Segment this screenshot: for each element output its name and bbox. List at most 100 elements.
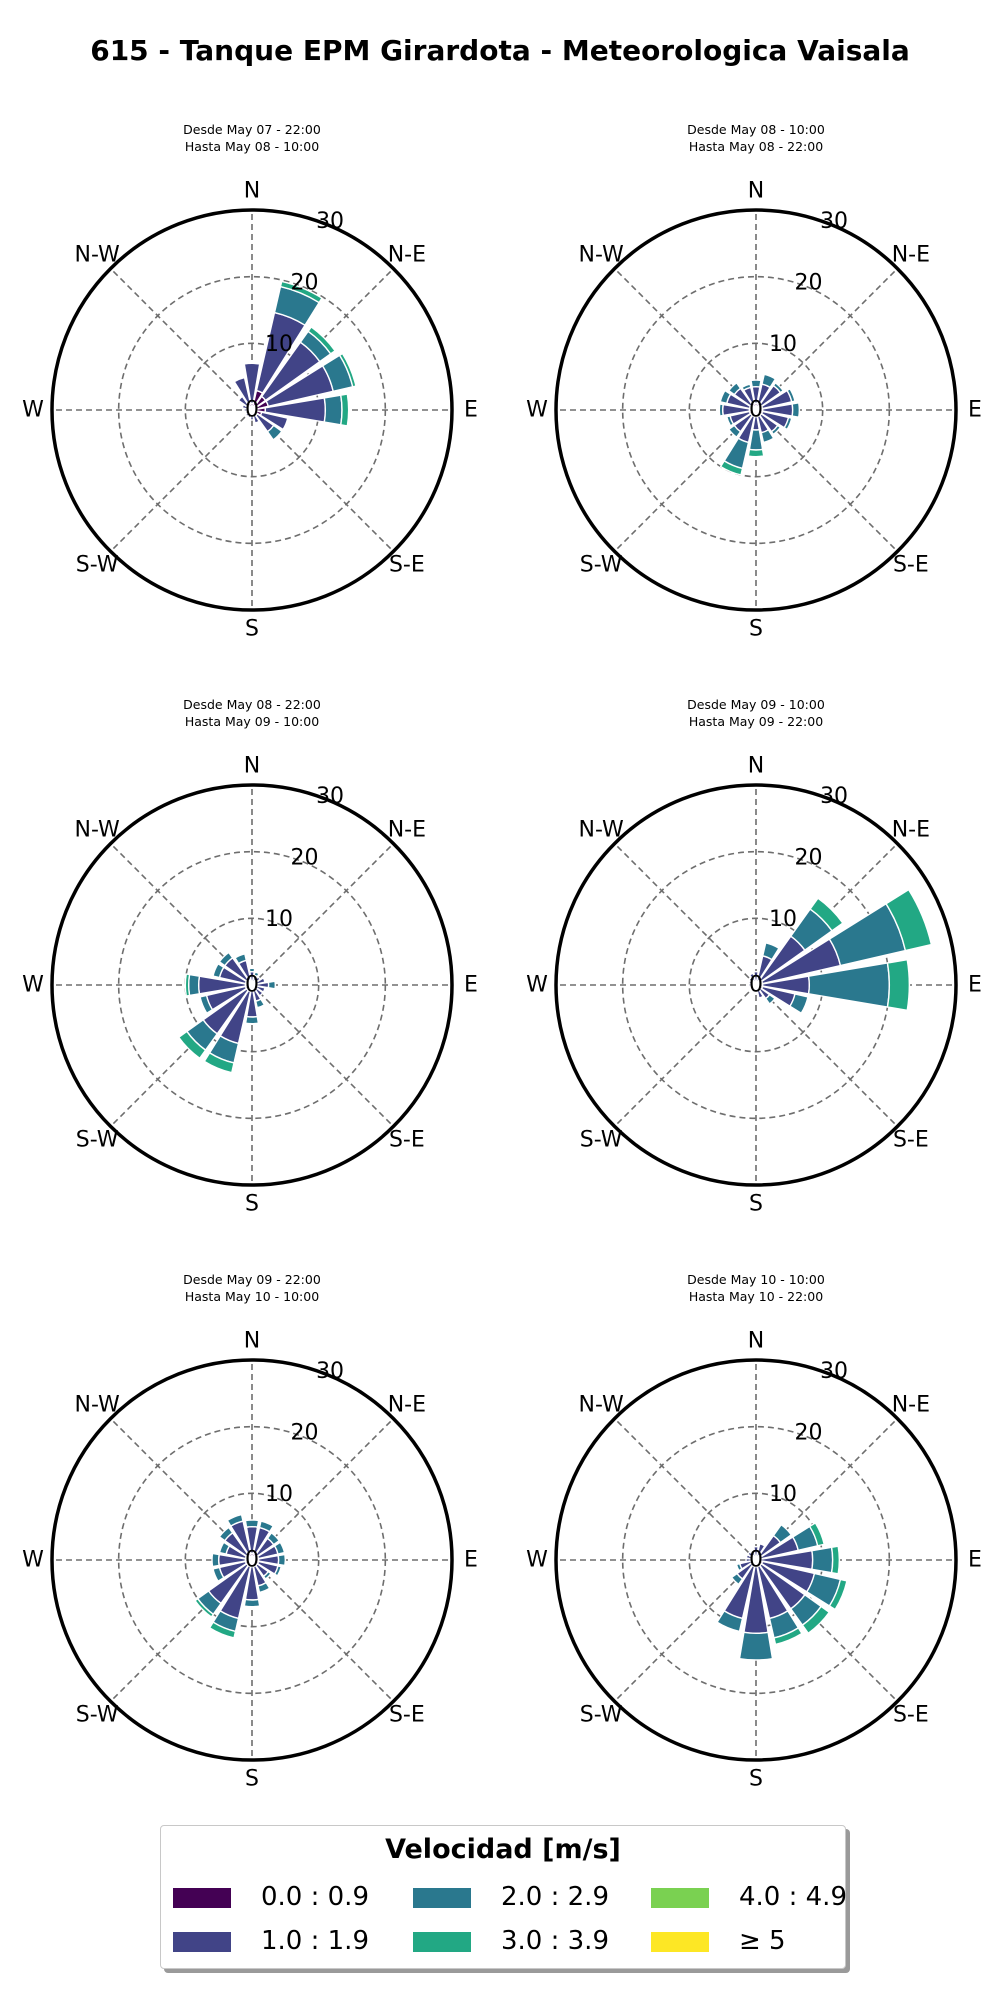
angular-grid-line bbox=[614, 1418, 757, 1561]
radial-tick-label: 10 bbox=[769, 907, 797, 932]
radial-grid-ring bbox=[184, 917, 320, 1053]
direction-label: N-W bbox=[75, 818, 121, 843]
direction-label: S-E bbox=[389, 1127, 425, 1152]
bar-segment bbox=[760, 428, 775, 444]
radial-tick-label: 10 bbox=[265, 332, 293, 357]
direction-label: N-W bbox=[75, 1393, 121, 1418]
windrose-panel-3: N N-E E S-E S S-W W N-W 0 10 20 30 bbox=[22, 754, 478, 1217]
angular-grid-line bbox=[755, 984, 898, 1127]
bar-segment bbox=[259, 411, 289, 431]
bar-segment bbox=[279, 280, 323, 304]
panel-subtitle-5-to: Hasta May 10 - 10:00 bbox=[184, 1289, 320, 1304]
radial-tick-label: 0 bbox=[245, 973, 259, 998]
direction-label: N-W bbox=[579, 818, 625, 843]
bar-segment bbox=[211, 1552, 220, 1568]
panel-subtitle-1-to: Hasta May 08 - 10:00 bbox=[184, 139, 320, 154]
angular-grid-line bbox=[110, 409, 253, 552]
direction-label: N bbox=[244, 754, 260, 779]
bar-segment bbox=[339, 393, 350, 427]
windrose-panel-5: N N-E E S-E S S-W W N-W 0 10 20 30 bbox=[22, 1329, 478, 1792]
bar-segment bbox=[718, 403, 724, 417]
panel-subtitle-4: Desde May 09 - 10:00 Hasta May 09 - 22:0… bbox=[606, 696, 906, 730]
direction-label: S-W bbox=[580, 1702, 623, 1727]
panel-subtitle-2-to: Hasta May 08 - 22:00 bbox=[688, 139, 824, 154]
radial-tick-label: 0 bbox=[749, 398, 763, 423]
angular-grid-line bbox=[614, 1559, 757, 1702]
bar-segment bbox=[719, 459, 744, 476]
bar-segment bbox=[809, 897, 844, 932]
windrose-panel-1: N N-E E S-E S S-W W N-W 0 10 20 30 bbox=[22, 179, 478, 642]
direction-label: S-W bbox=[76, 552, 119, 577]
direction-label: W bbox=[22, 398, 44, 423]
polar-frame bbox=[554, 783, 958, 1187]
bar-segment bbox=[218, 1541, 231, 1555]
panel-subtitle-6: Desde May 10 - 10:00 Hasta May 10 - 22:0… bbox=[606, 1271, 906, 1305]
bar-segment bbox=[266, 1531, 281, 1546]
bar-segment bbox=[244, 1519, 260, 1528]
panel-subtitle-2: Desde May 08 - 10:00 Hasta May 08 - 22:0… bbox=[606, 121, 906, 155]
bar-segment bbox=[788, 993, 809, 1015]
bar-segment bbox=[212, 962, 225, 979]
bar-segment bbox=[212, 1566, 225, 1583]
direction-label: N-W bbox=[579, 243, 625, 268]
direction-label: S bbox=[245, 1767, 259, 1792]
angular-grid-line bbox=[755, 409, 898, 552]
bar-segment bbox=[830, 1545, 841, 1575]
direction-label: S-W bbox=[580, 552, 623, 577]
bar-segment bbox=[266, 424, 283, 441]
windrose-panel-6: N N-E E S-E S S-W W N-W 0 10 20 30 bbox=[526, 1329, 982, 1792]
angular-grid-line bbox=[251, 984, 394, 1127]
direction-label: N-E bbox=[388, 818, 426, 843]
direction-label: N-W bbox=[75, 243, 121, 268]
bar-segment bbox=[770, 424, 782, 436]
direction-label: W bbox=[22, 973, 44, 998]
bar-segment bbox=[791, 402, 801, 418]
radial-tick-label: 30 bbox=[316, 784, 344, 809]
polar-frame bbox=[554, 208, 958, 612]
direction-label: N bbox=[748, 1329, 764, 1354]
radial-tick-label: 0 bbox=[245, 398, 259, 423]
radial-tick-label: 20 bbox=[795, 1421, 823, 1446]
bar-segment bbox=[747, 448, 765, 458]
bar-segment bbox=[262, 1570, 272, 1580]
bar-segment bbox=[338, 352, 357, 388]
figure-title: 615 - Tanque EPM Girardota - Meteorologi… bbox=[90, 34, 910, 67]
bar-segment bbox=[786, 387, 796, 403]
direction-label: N-E bbox=[892, 818, 930, 843]
bar-segment bbox=[243, 362, 261, 405]
bar-segment bbox=[750, 379, 762, 388]
direction-label: E bbox=[464, 398, 478, 423]
bar-segment bbox=[783, 416, 793, 431]
bar-segment bbox=[738, 1631, 774, 1661]
angular-grid-line bbox=[614, 984, 757, 1127]
panel-subtitle-6-to: Hasta May 10 - 22:00 bbox=[688, 1289, 824, 1304]
legend-label-3: 3.0 : 3.9 bbox=[501, 1926, 609, 1956]
polar-frame bbox=[50, 1358, 454, 1762]
bar-segment bbox=[258, 1520, 275, 1533]
bar-segment bbox=[885, 888, 933, 952]
direction-label: S bbox=[749, 1767, 763, 1792]
legend-swatch-5 bbox=[651, 1932, 709, 1952]
bar-segment bbox=[716, 1609, 744, 1633]
bar-segment bbox=[253, 976, 266, 986]
bar-segment bbox=[307, 325, 337, 355]
radial-tick-label: 20 bbox=[291, 271, 319, 296]
direction-label: S-W bbox=[76, 1127, 119, 1152]
bar-segment bbox=[194, 1597, 215, 1618]
bar-segment bbox=[187, 973, 201, 997]
bar-segment bbox=[811, 1546, 834, 1574]
angular-grid-line bbox=[110, 268, 253, 411]
bar-segment bbox=[226, 1513, 244, 1528]
panel-subtitle-3: Desde May 08 - 22:00 Hasta May 09 - 10:0… bbox=[102, 696, 402, 730]
direction-label: N bbox=[748, 754, 764, 779]
radial-tick-label: 10 bbox=[769, 332, 797, 357]
bar-segment bbox=[749, 1549, 757, 1559]
bar-segment bbox=[761, 941, 780, 961]
radial-tick-label: 20 bbox=[795, 271, 823, 296]
radial-tick-label: 20 bbox=[291, 846, 319, 871]
radial-tick-label: 30 bbox=[316, 209, 344, 234]
direction-label: S-E bbox=[893, 552, 929, 577]
bar-segment bbox=[761, 373, 777, 389]
bar-segment bbox=[755, 986, 765, 999]
bar-segment bbox=[244, 1015, 260, 1025]
